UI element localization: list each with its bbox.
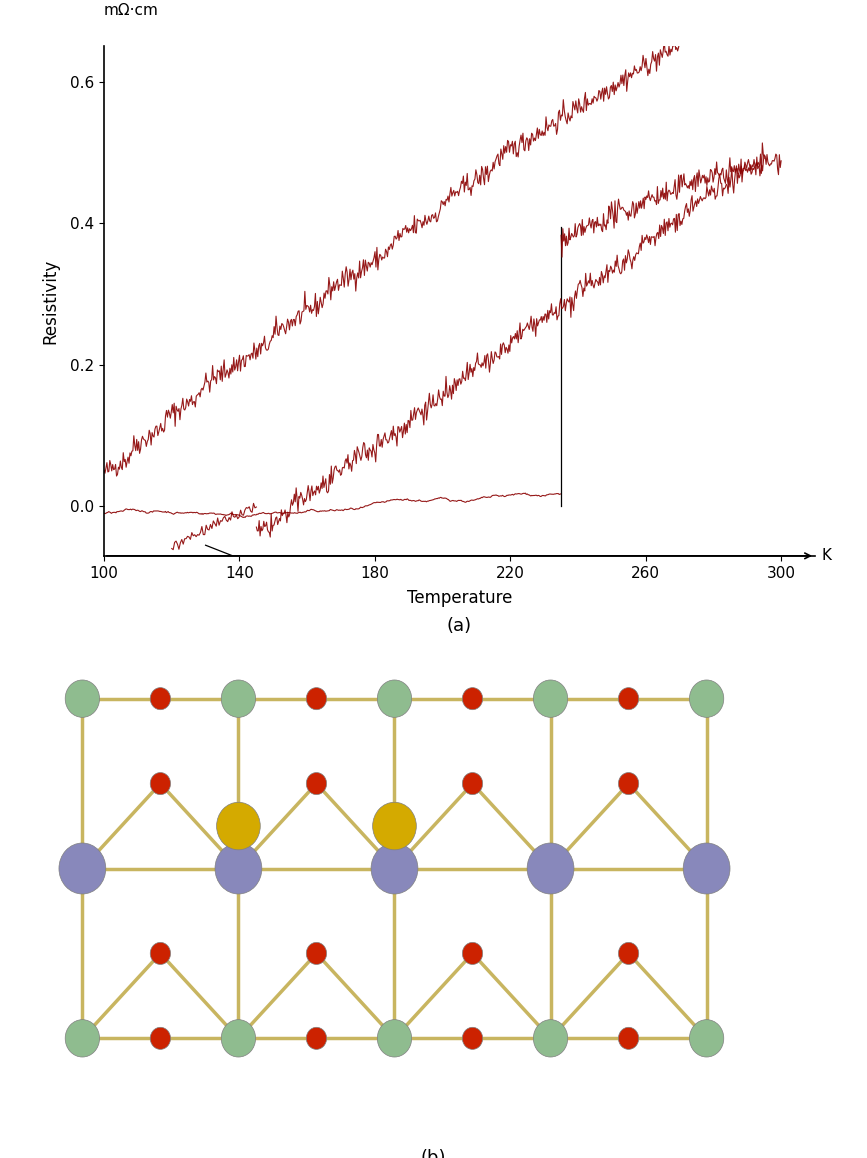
Circle shape	[689, 680, 724, 717]
Circle shape	[65, 1020, 100, 1057]
Circle shape	[527, 843, 574, 894]
Circle shape	[462, 1027, 483, 1049]
Circle shape	[533, 680, 568, 717]
Circle shape	[618, 688, 639, 710]
Text: (a): (a)	[447, 617, 472, 635]
Circle shape	[377, 1020, 412, 1057]
Circle shape	[462, 688, 483, 710]
Circle shape	[533, 1020, 568, 1057]
X-axis label: Temperature: Temperature	[407, 589, 512, 607]
Y-axis label: Resistivity: Resistivity	[41, 258, 59, 344]
Circle shape	[618, 1027, 639, 1049]
Circle shape	[371, 843, 418, 894]
Circle shape	[150, 1027, 171, 1049]
Circle shape	[150, 943, 171, 965]
Circle shape	[221, 1020, 256, 1057]
Circle shape	[306, 688, 327, 710]
Circle shape	[618, 772, 639, 794]
Circle shape	[683, 843, 730, 894]
Circle shape	[59, 843, 106, 894]
Circle shape	[221, 680, 256, 717]
Circle shape	[373, 802, 416, 850]
Circle shape	[65, 680, 100, 717]
Text: (b): (b)	[420, 1149, 447, 1158]
Circle shape	[377, 680, 412, 717]
Circle shape	[306, 943, 327, 965]
Circle shape	[150, 688, 171, 710]
Circle shape	[306, 772, 327, 794]
Circle shape	[462, 943, 483, 965]
Circle shape	[150, 772, 171, 794]
Circle shape	[215, 843, 262, 894]
Text: K: K	[822, 549, 831, 563]
Circle shape	[618, 943, 639, 965]
Circle shape	[462, 772, 483, 794]
Circle shape	[306, 1027, 327, 1049]
Circle shape	[689, 1020, 724, 1057]
Circle shape	[217, 802, 260, 850]
Text: mΩ·cm: mΩ·cm	[104, 3, 159, 19]
